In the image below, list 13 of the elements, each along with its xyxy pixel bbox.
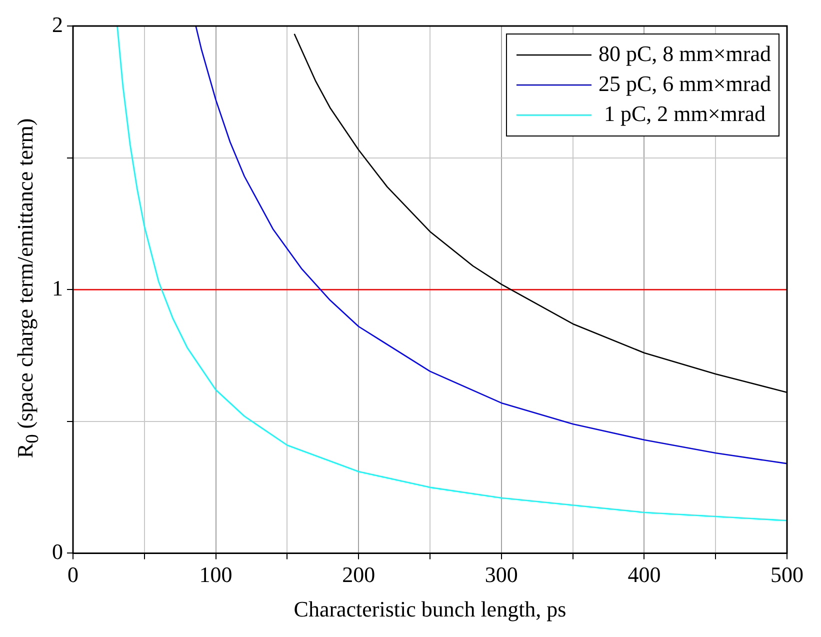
x-tick-label: 100 <box>199 562 232 588</box>
legend-label: 25 pC, 6 mm×mrad <box>598 70 772 96</box>
x-axis-title: Characteristic bunch length, ps <box>294 596 566 622</box>
x-tick-label: 0 <box>68 562 78 588</box>
legend-label: 1 pC, 2 mm×mrad <box>598 100 766 126</box>
x-tick-label: 200 <box>342 562 376 588</box>
y-tick-label: 2 <box>52 12 63 37</box>
y-tick-label: 0 <box>52 538 63 564</box>
x-tick-label: 300 <box>484 562 518 588</box>
x-tick-label: 500 <box>770 562 804 588</box>
x-tick-label: 400 <box>628 562 661 588</box>
y-tick-label: 1 <box>52 275 63 300</box>
legend-label: 80 pC, 8 mm×mrad <box>598 40 772 66</box>
